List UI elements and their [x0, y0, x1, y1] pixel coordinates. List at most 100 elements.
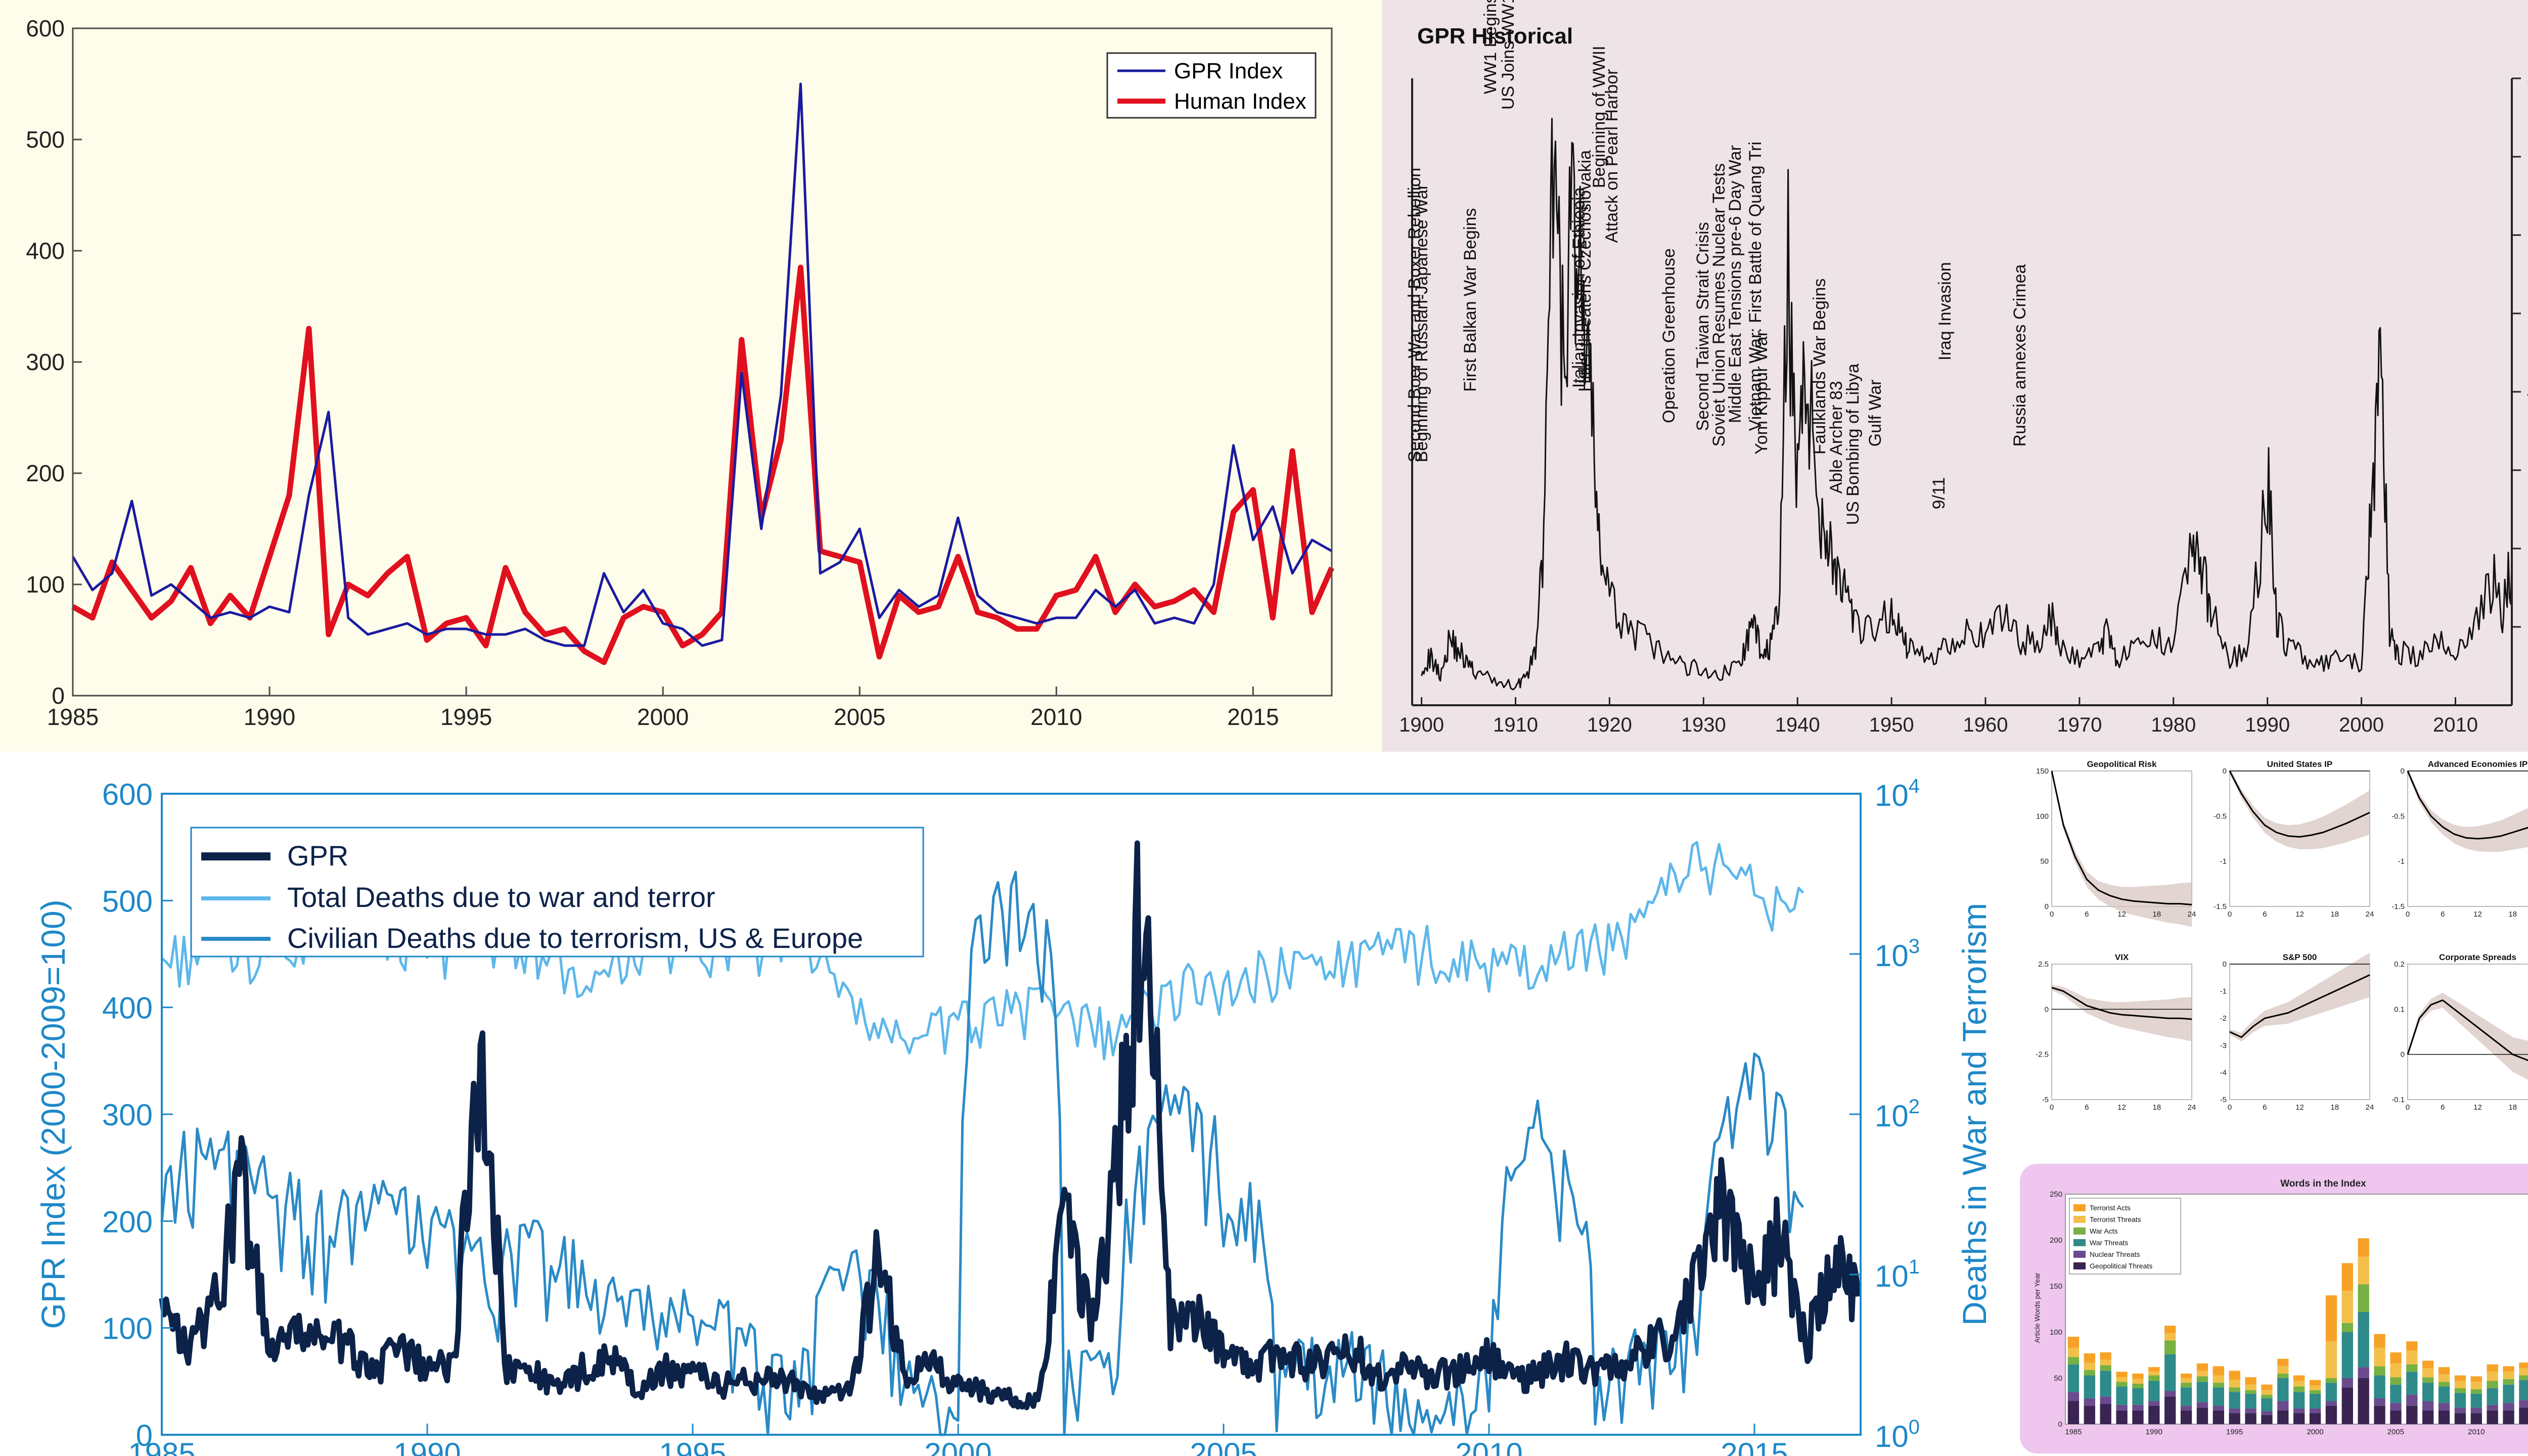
words-bar-segment [2164, 1354, 2176, 1391]
irf-xtick-label: 12 [2295, 1103, 2304, 1112]
irf-confidence-band [2052, 985, 2192, 1041]
words-bar-segment [2422, 1383, 2434, 1401]
words-bar-segment [2261, 1411, 2273, 1415]
words-bar-segment [2358, 1378, 2369, 1424]
irf-xtick-label: 12 [2473, 910, 2482, 919]
words-bar-segment [2100, 1359, 2111, 1366]
words-legend-label: Terrorist Threats [2090, 1215, 2141, 1223]
irf-xtick-label: 0 [2228, 1103, 2232, 1112]
words-bar-segment [2245, 1408, 2256, 1414]
tr-xtick-label: 2010 [2433, 714, 2478, 736]
irf-ytick-label: 100 [2036, 812, 2049, 821]
tl-xtick-label: 2015 [1227, 704, 1279, 730]
words-legend-label: Nuclear Threats [2090, 1250, 2140, 1258]
irf-ytick-label: -3 [2220, 1041, 2227, 1050]
words-bar-segment [2358, 1284, 2369, 1312]
words-bar-segment [2261, 1394, 2273, 1399]
gpr-index-line [71, 82, 1333, 647]
irf-xtick-label: 12 [2295, 910, 2304, 919]
bl-xtick-label: 2010 [1455, 1437, 1522, 1456]
words-bar-segment [2229, 1371, 2240, 1380]
words-bar-segment [2309, 1413, 2321, 1424]
irf-response-line [2229, 974, 2370, 1038]
words-bar-segment [2245, 1384, 2256, 1390]
irf-response-line [2051, 987, 2192, 1020]
tr-title: GPR Historical [1417, 24, 1573, 49]
words-panel: Words in the Index Article Words per Yea… [2020, 1164, 2528, 1453]
words-bar-segment [2390, 1384, 2402, 1403]
words-bar-segment [2519, 1368, 2528, 1376]
words-xtick-label: 2000 [2307, 1428, 2323, 1436]
irf-xtick-label: 6 [2441, 1103, 2445, 1112]
words-bar-segment [2116, 1377, 2128, 1382]
words-bar-segment [2341, 1387, 2353, 1424]
bl-xtick-label: 1985 [128, 1437, 195, 1456]
words-bar-segment [2454, 1381, 2466, 1389]
irf-response-line [2407, 770, 2528, 840]
legend-total-deaths: Total Deaths due to war and terror [287, 881, 715, 913]
words-bar-segment [2229, 1413, 2240, 1424]
irf-ytick-label: 150 [2036, 767, 2049, 776]
tr-xtick-label: 1930 [1681, 714, 1726, 736]
words-bar-segment [2261, 1390, 2273, 1395]
tr-event-annotation: Able Archer 83 [1827, 381, 1846, 493]
irf-ytick-label: -1 [2220, 857, 2227, 866]
words-bar-segment [2422, 1360, 2434, 1368]
words-bar-segment [2341, 1323, 2353, 1332]
words-bar-segment [2293, 1408, 2305, 1414]
tl-xtick-label: 1990 [244, 704, 295, 730]
irf-frame [2407, 964, 2528, 1100]
words-bar-segment [2100, 1396, 2111, 1404]
words-bar-segment [2438, 1367, 2450, 1375]
tr-event-annotation: Soviet Union Resumes Nuclear Tests [1709, 163, 1729, 447]
words-bar-segment [2341, 1378, 2353, 1388]
words-bar-segment [2487, 1364, 2498, 1372]
tr-event-annotation: Iraq Invasion [1935, 262, 1955, 360]
irf-ytick-label: -0.5 [2214, 812, 2227, 821]
chart-gpr-deaths: 0 100 200 300 400 500 600 1985 1990 1995 2000 2005 2… [0, 752, 2017, 1456]
words-bar-segment [2438, 1374, 2450, 1382]
words-bar-segment [2406, 1341, 2418, 1351]
irf-title: S&P 500 [2283, 952, 2317, 962]
words-bar-segment [2148, 1375, 2160, 1381]
words-bar-segment [2341, 1291, 2353, 1323]
bl-y2tick-label: 100 [1875, 1416, 1920, 1453]
irf-ytick-label: 0 [2045, 902, 2049, 911]
words-bar-segment [2341, 1332, 2353, 1378]
words-bar-segment [2132, 1373, 2144, 1379]
tr-event-annotation: Russia annexes Crimea [2010, 264, 2029, 446]
tl-ytick-label: 200 [26, 460, 65, 486]
words-bar-segment [2116, 1382, 2128, 1387]
gpr-historical-svg: GPR Historical 1900 1910 1920 1930 1940 1950 1… [1399, 0, 2528, 736]
irf-ytick-label: -0.1 [2391, 1096, 2405, 1104]
words-bar-segment [2116, 1404, 2128, 1410]
tr-xtick-label: 1900 [1399, 714, 1444, 736]
words-bar-segment [2213, 1387, 2224, 1406]
words-bar-segment [2325, 1401, 2337, 1406]
irf-ytick-label: -5 [2042, 1096, 2049, 1104]
words-bar-segment [2390, 1410, 2402, 1424]
words-bar-segment [2519, 1407, 2528, 1424]
words-bar-segment [2229, 1392, 2240, 1409]
words-bar-segment [2084, 1375, 2095, 1399]
tl-ytick-label: 600 [26, 15, 65, 41]
gpr-human-chart-svg: 0 100 200 300 400 500 600 1985 1990 1995 2000 2005 2… [26, 15, 1335, 730]
words-bar-segment [2067, 1357, 2080, 1364]
irf-response-line [2407, 999, 2528, 1061]
tr-xtick-label: 1980 [2151, 714, 2196, 736]
words-bar-segment [2390, 1377, 2402, 1385]
words-bar-segment [2487, 1410, 2498, 1424]
words-bar-segment [2164, 1340, 2176, 1354]
words-bar-segment [2293, 1375, 2305, 1381]
chart-gpr-vs-human-index: 0 100 200 300 400 500 600 1985 1990 1995 2000 2005 2… [0, 0, 1382, 752]
legend-human-index: Human Index [1174, 89, 1306, 114]
words-legend-label: War Threats [2090, 1239, 2128, 1247]
irf-panel: Corporate Spreads06121824-0.100.10.2 [2391, 952, 2528, 1112]
words-bar-segment [2309, 1393, 2321, 1409]
words-bar-segment [2148, 1372, 2160, 1376]
words-bar-segment [2229, 1380, 2240, 1388]
words-bar-segment [2470, 1393, 2482, 1408]
irf-xtick-label: 18 [2152, 910, 2161, 919]
tr-event-annotation: First Balkan War Begins [1461, 208, 1480, 392]
